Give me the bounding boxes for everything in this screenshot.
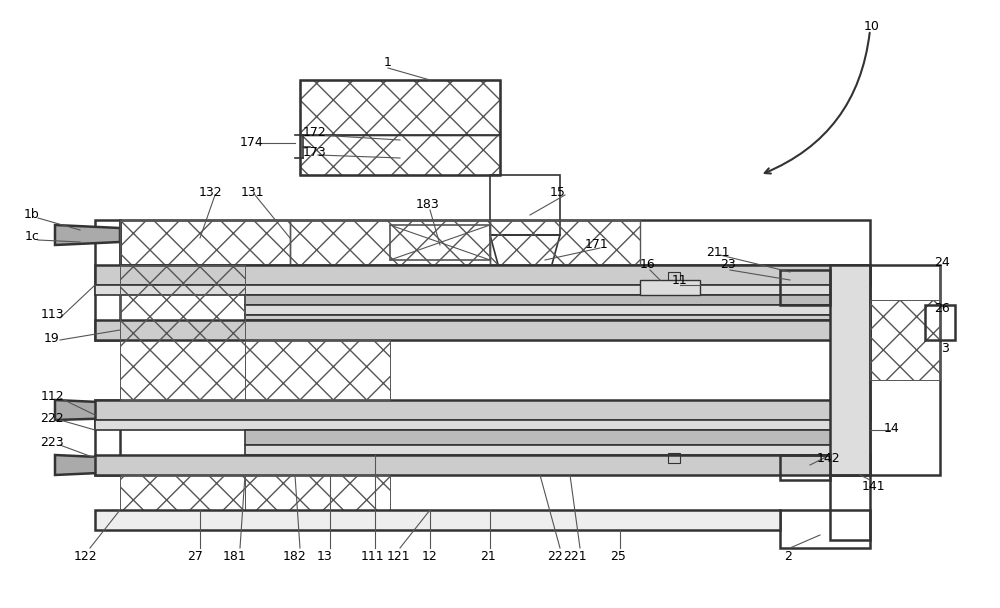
- Bar: [95, 320, 870, 340]
- Bar: [95, 400, 870, 420]
- Bar: [120, 475, 245, 510]
- Bar: [490, 220, 640, 265]
- Text: 131: 131: [240, 185, 264, 198]
- Text: 10: 10: [864, 19, 880, 32]
- Text: 13: 13: [317, 550, 333, 562]
- Bar: [245, 340, 390, 400]
- Text: 221: 221: [563, 550, 587, 562]
- Text: 182: 182: [283, 550, 307, 562]
- Bar: [668, 272, 680, 282]
- Polygon shape: [55, 225, 120, 245]
- Bar: [390, 225, 490, 260]
- Circle shape: [675, 458, 685, 468]
- Bar: [925, 305, 955, 340]
- Text: 3: 3: [941, 342, 949, 354]
- Text: 142: 142: [816, 452, 840, 465]
- Text: 1c: 1c: [25, 230, 39, 243]
- Text: 12: 12: [422, 550, 438, 562]
- Bar: [780, 510, 870, 548]
- Bar: [490, 175, 560, 235]
- Text: 21: 21: [480, 550, 496, 562]
- Text: 2: 2: [784, 550, 792, 562]
- Text: 111: 111: [360, 550, 384, 562]
- Text: 24: 24: [934, 255, 950, 269]
- Bar: [95, 265, 870, 285]
- Text: 16: 16: [640, 258, 656, 272]
- Circle shape: [675, 325, 685, 335]
- Text: 121: 121: [386, 550, 410, 562]
- Bar: [870, 265, 940, 475]
- Bar: [780, 455, 830, 480]
- Text: 113: 113: [40, 308, 64, 322]
- Bar: [668, 453, 680, 463]
- Polygon shape: [55, 400, 120, 420]
- Bar: [290, 220, 490, 265]
- Text: 174: 174: [240, 136, 264, 148]
- Text: 112: 112: [40, 390, 64, 402]
- Text: 14: 14: [884, 421, 900, 435]
- Bar: [95, 455, 870, 475]
- Bar: [95, 510, 780, 530]
- Text: 132: 132: [198, 185, 222, 198]
- Bar: [245, 305, 870, 315]
- Bar: [300, 80, 500, 175]
- Bar: [120, 220, 290, 265]
- Bar: [245, 295, 870, 305]
- Text: 141: 141: [861, 480, 885, 494]
- Text: 122: 122: [73, 550, 97, 562]
- Bar: [245, 475, 390, 510]
- Bar: [120, 220, 870, 265]
- Bar: [245, 430, 870, 445]
- Bar: [830, 265, 870, 475]
- Text: 27: 27: [187, 550, 203, 562]
- Bar: [300, 80, 500, 135]
- Text: 222: 222: [40, 412, 64, 424]
- Text: 11: 11: [672, 274, 688, 286]
- Polygon shape: [55, 455, 120, 475]
- Bar: [245, 445, 870, 455]
- Text: 15: 15: [550, 185, 566, 198]
- Bar: [120, 265, 245, 400]
- Text: 25: 25: [610, 550, 626, 562]
- Text: 19: 19: [44, 331, 60, 345]
- Text: 1: 1: [384, 55, 392, 69]
- Text: 181: 181: [223, 550, 247, 562]
- Text: 1b: 1b: [24, 209, 40, 221]
- Text: 171: 171: [585, 238, 609, 252]
- Text: 183: 183: [416, 198, 440, 212]
- Bar: [300, 135, 500, 175]
- Text: 22: 22: [547, 550, 563, 562]
- Text: 172: 172: [303, 125, 327, 139]
- Bar: [870, 300, 940, 380]
- Bar: [780, 270, 830, 305]
- Bar: [830, 475, 870, 540]
- Bar: [95, 285, 870, 295]
- Text: 211: 211: [706, 246, 730, 258]
- Bar: [640, 280, 700, 295]
- Text: 223: 223: [40, 437, 64, 449]
- Text: 173: 173: [303, 145, 327, 159]
- Bar: [95, 420, 870, 430]
- Text: 26: 26: [934, 302, 950, 314]
- Bar: [245, 315, 870, 320]
- Text: 23: 23: [720, 258, 736, 272]
